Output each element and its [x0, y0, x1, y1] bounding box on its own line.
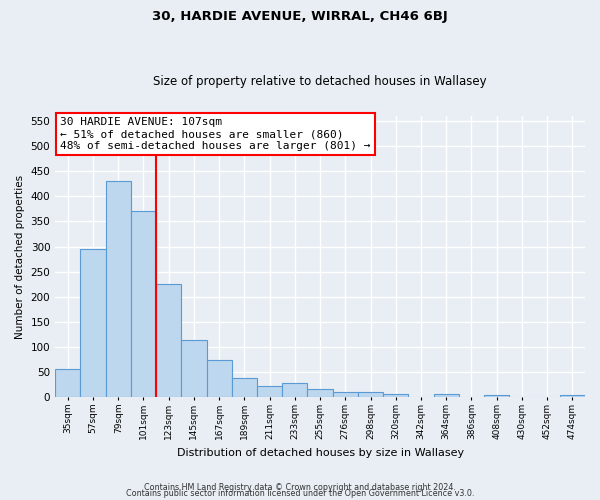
Bar — [80, 249, 106, 397]
Bar — [434, 394, 459, 397]
Bar — [332, 392, 358, 397]
Bar — [257, 386, 282, 397]
Text: 30, HARDIE AVENUE, WIRRAL, CH46 6BJ: 30, HARDIE AVENUE, WIRRAL, CH46 6BJ — [152, 10, 448, 23]
Bar — [560, 394, 585, 397]
Bar — [484, 394, 509, 397]
Bar — [181, 340, 206, 397]
Bar — [307, 388, 332, 397]
Bar — [282, 382, 307, 397]
Bar — [131, 212, 156, 397]
X-axis label: Distribution of detached houses by size in Wallasey: Distribution of detached houses by size … — [176, 448, 464, 458]
Text: Contains HM Land Registry data © Crown copyright and database right 2024.: Contains HM Land Registry data © Crown c… — [144, 484, 456, 492]
Text: 30 HARDIE AVENUE: 107sqm
← 51% of detached houses are smaller (860)
48% of semi-: 30 HARDIE AVENUE: 107sqm ← 51% of detach… — [61, 118, 371, 150]
Text: Contains public sector information licensed under the Open Government Licence v3: Contains public sector information licen… — [126, 490, 474, 498]
Bar — [232, 378, 257, 397]
Title: Size of property relative to detached houses in Wallasey: Size of property relative to detached ho… — [153, 76, 487, 88]
Bar — [383, 394, 409, 397]
Bar — [358, 392, 383, 397]
Y-axis label: Number of detached properties: Number of detached properties — [15, 174, 25, 338]
Bar — [55, 368, 80, 397]
Bar — [106, 182, 131, 397]
Bar — [206, 360, 232, 397]
Bar — [156, 284, 181, 397]
